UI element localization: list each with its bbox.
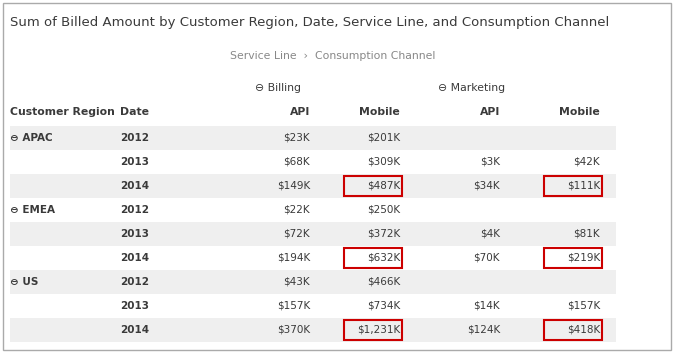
Text: 2012: 2012 bbox=[120, 205, 149, 215]
Text: Date: Date bbox=[120, 107, 149, 117]
Text: $466K: $466K bbox=[367, 277, 400, 287]
Text: $734K: $734K bbox=[367, 301, 400, 311]
Text: $194K: $194K bbox=[277, 253, 310, 263]
Text: ⊖ EMEA: ⊖ EMEA bbox=[10, 205, 55, 215]
Text: $72K: $72K bbox=[283, 229, 310, 239]
Text: API: API bbox=[290, 107, 310, 117]
Text: 2012: 2012 bbox=[120, 133, 149, 143]
Text: $219K: $219K bbox=[567, 253, 600, 263]
Text: $372K: $372K bbox=[367, 229, 400, 239]
Text: $68K: $68K bbox=[283, 157, 310, 167]
Text: ⊖ APAC: ⊖ APAC bbox=[10, 133, 53, 143]
Text: Sum of Billed Amount by Customer Region, Date, Service Line, and Consumption Cha: Sum of Billed Amount by Customer Region,… bbox=[10, 16, 609, 29]
Text: $157K: $157K bbox=[277, 301, 310, 311]
Text: $487K: $487K bbox=[367, 181, 400, 191]
Text: 2013: 2013 bbox=[120, 157, 149, 167]
FancyBboxPatch shape bbox=[10, 270, 616, 294]
Text: $250K: $250K bbox=[367, 205, 400, 215]
Text: $43K: $43K bbox=[283, 277, 310, 287]
Text: ⊖ Billing: ⊖ Billing bbox=[255, 83, 301, 93]
FancyBboxPatch shape bbox=[10, 222, 616, 246]
Text: $1,231K: $1,231K bbox=[357, 325, 400, 335]
FancyBboxPatch shape bbox=[10, 318, 616, 342]
FancyBboxPatch shape bbox=[10, 174, 616, 198]
Text: $34K: $34K bbox=[473, 181, 500, 191]
Text: $157K: $157K bbox=[567, 301, 600, 311]
Text: ⊖ Marketing: ⊖ Marketing bbox=[438, 83, 505, 93]
Text: Mobile: Mobile bbox=[359, 107, 400, 117]
Text: $632K: $632K bbox=[367, 253, 400, 263]
Text: 2013: 2013 bbox=[120, 229, 149, 239]
Text: $111K: $111K bbox=[567, 181, 600, 191]
Text: 2014: 2014 bbox=[120, 325, 149, 335]
Text: $42K: $42K bbox=[574, 157, 600, 167]
Text: $70K: $70K bbox=[474, 253, 500, 263]
Text: 2014: 2014 bbox=[120, 253, 149, 263]
Text: $309K: $309K bbox=[367, 157, 400, 167]
Text: $22K: $22K bbox=[283, 205, 310, 215]
Text: Customer Region: Customer Region bbox=[10, 107, 115, 117]
Text: Mobile: Mobile bbox=[559, 107, 600, 117]
Text: $4K: $4K bbox=[480, 229, 500, 239]
Text: $23K: $23K bbox=[283, 133, 310, 143]
Text: $201K: $201K bbox=[367, 133, 400, 143]
Text: $149K: $149K bbox=[277, 181, 310, 191]
Text: ⊖ US: ⊖ US bbox=[10, 277, 38, 287]
Text: API: API bbox=[480, 107, 500, 117]
FancyBboxPatch shape bbox=[10, 126, 616, 150]
Text: $370K: $370K bbox=[277, 325, 310, 335]
Text: $81K: $81K bbox=[574, 229, 600, 239]
Text: 2012: 2012 bbox=[120, 277, 149, 287]
Text: $14K: $14K bbox=[473, 301, 500, 311]
Text: $124K: $124K bbox=[467, 325, 500, 335]
Text: $418K: $418K bbox=[567, 325, 600, 335]
Text: 2014: 2014 bbox=[120, 181, 149, 191]
Text: $3K: $3K bbox=[480, 157, 500, 167]
Text: Service Line  ›  Consumption Channel: Service Line › Consumption Channel bbox=[230, 51, 435, 61]
Text: 2013: 2013 bbox=[120, 301, 149, 311]
